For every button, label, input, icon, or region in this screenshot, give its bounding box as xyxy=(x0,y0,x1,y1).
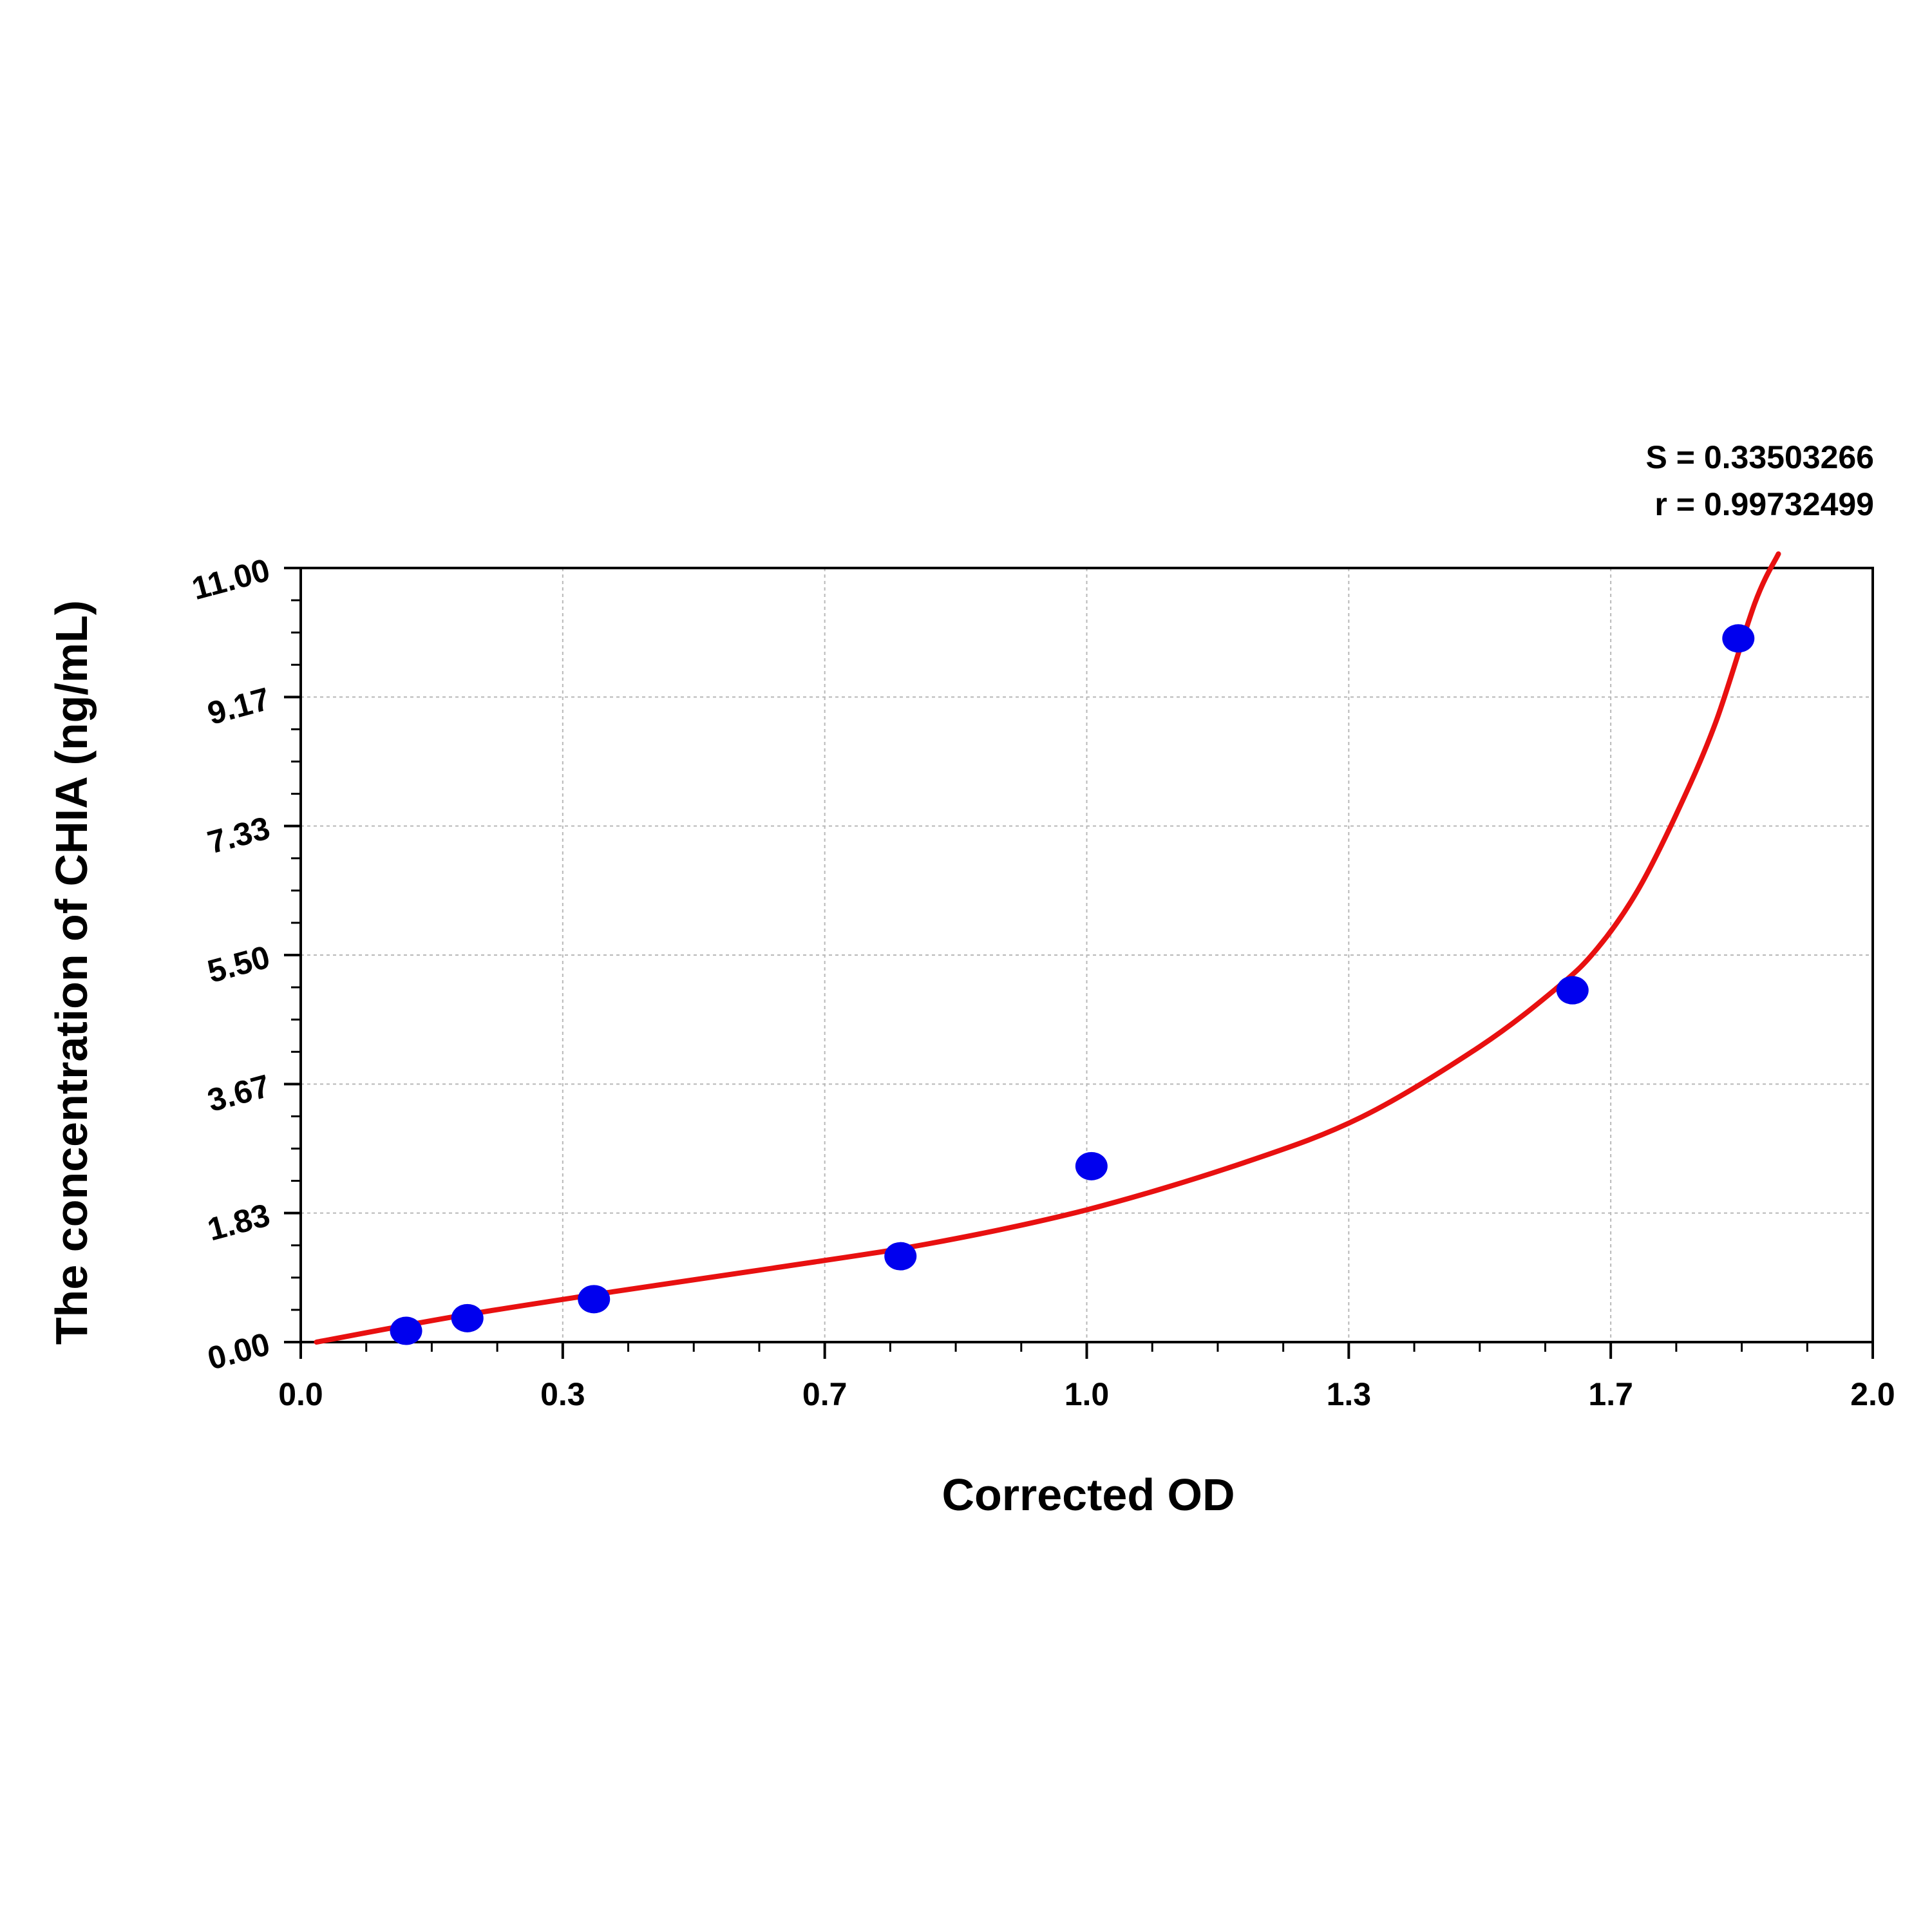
x-tick-label: 1.7 xyxy=(1588,1376,1633,1412)
x-tick-label: 0.0 xyxy=(278,1376,323,1412)
data-point xyxy=(1722,624,1755,653)
y-tick-label: 0.00 xyxy=(204,1326,274,1377)
data-point xyxy=(451,1303,484,1332)
axis-ticks xyxy=(284,567,1874,1359)
fit-curve xyxy=(314,551,1781,1345)
fit-curve-layer xyxy=(314,551,1781,1345)
x-tick-label: 1.0 xyxy=(1065,1376,1110,1412)
data-point xyxy=(1075,1151,1108,1180)
y-tick-label: 5.50 xyxy=(204,939,274,990)
data-point xyxy=(1556,976,1589,1005)
y-tick-label: 3.67 xyxy=(204,1068,274,1119)
grid-lines xyxy=(301,568,1873,1342)
data-points-layer xyxy=(390,624,1755,1345)
y-tick-label: 7.33 xyxy=(204,810,274,860)
x-tick-label: 0.3 xyxy=(540,1376,585,1412)
x-axis-title: Corrected OD xyxy=(942,1470,1235,1520)
fit-s-value: S = 0.33503266 xyxy=(1646,439,1875,475)
fit-r-value: r = 0.99732499 xyxy=(1654,486,1874,522)
data-point xyxy=(390,1316,422,1345)
y-tick-labels: 0.00 1.83 3.67 5.50 7.33 9.17 11.00 xyxy=(188,552,274,1377)
data-point xyxy=(884,1242,917,1271)
x-tick-labels: 0.0 0.3 0.7 1.0 1.3 1.7 2.0 xyxy=(278,1376,1895,1412)
y-axis-title: The concentration of CHIA (ng/mL) xyxy=(46,600,97,1345)
x-tick-label: 1.3 xyxy=(1327,1376,1372,1412)
data-point xyxy=(578,1285,611,1314)
x-tick-label: 2.0 xyxy=(1850,1376,1895,1412)
x-tick-label: 0.7 xyxy=(802,1376,848,1412)
y-tick-label: 9.17 xyxy=(204,681,274,732)
y-tick-label: 1.83 xyxy=(204,1197,274,1247)
y-tick-label: 11.00 xyxy=(188,552,274,607)
